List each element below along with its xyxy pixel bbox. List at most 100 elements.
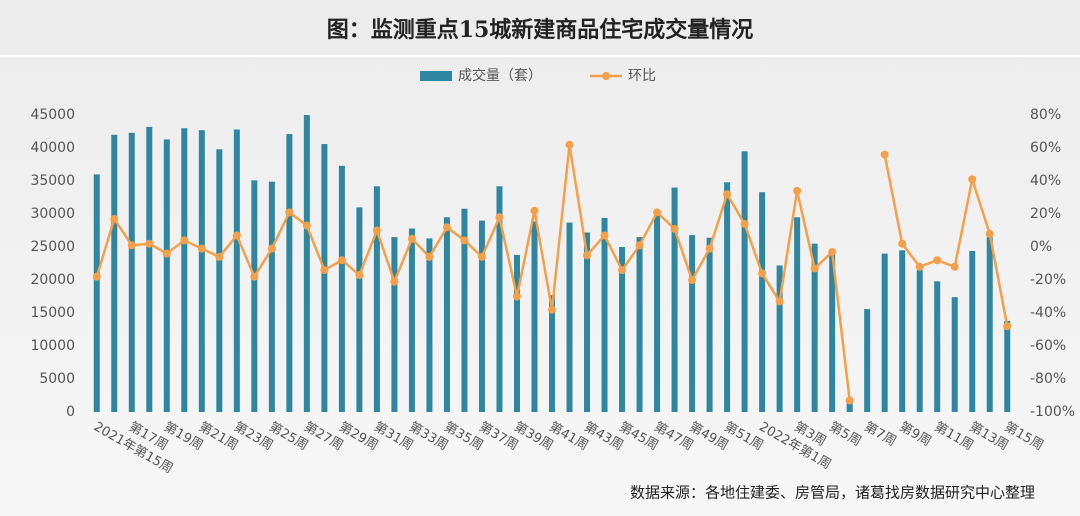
- bar: [373, 186, 380, 412]
- line-point: [968, 175, 977, 184]
- line-point: [425, 252, 434, 261]
- bar: [951, 297, 958, 412]
- y2-tick-label: -20%: [1030, 272, 1066, 288]
- bar: [846, 400, 853, 412]
- bar: [461, 208, 468, 412]
- y-tick-label: 15000: [30, 305, 75, 321]
- line: [95, 144, 1009, 401]
- line-point: [145, 239, 154, 248]
- line-point: [110, 214, 119, 223]
- line-point: [320, 266, 329, 275]
- line-point: [915, 262, 924, 271]
- chart-title: 图：监测重点15城新建商品住宅成交量情况: [327, 17, 754, 43]
- line-point: [758, 269, 767, 278]
- y2-tick-label: 80%: [1030, 107, 1061, 123]
- legend-swatch: [420, 71, 452, 81]
- line-point: [302, 221, 311, 230]
- legend-label: 环比: [628, 68, 656, 84]
- line-point: [565, 140, 574, 149]
- line-point: [1003, 322, 1012, 331]
- bar: [426, 238, 433, 412]
- bar: [601, 217, 608, 412]
- line-point: [670, 224, 679, 233]
- y2-tick-label: -40%: [1030, 305, 1066, 321]
- line-point: [793, 186, 802, 195]
- bar: [811, 243, 818, 412]
- bar: [443, 217, 450, 412]
- y-tick-label: 5000: [39, 371, 75, 387]
- line-point: [180, 236, 189, 245]
- line-point: [442, 223, 451, 232]
- bar: [864, 309, 871, 412]
- line-point: [933, 256, 942, 265]
- y2-tick-label: -60%: [1030, 338, 1066, 354]
- bar: [93, 174, 100, 412]
- bar: [181, 128, 188, 412]
- bar: [969, 250, 976, 412]
- bar: [986, 237, 993, 412]
- line-point: [495, 213, 504, 222]
- line-point: [232, 231, 241, 240]
- bar: [934, 281, 941, 412]
- line-point: [512, 292, 521, 301]
- line-point: [723, 190, 732, 199]
- y-tick-label: 0: [66, 404, 75, 420]
- line-point: [355, 271, 364, 280]
- bar: [233, 129, 240, 412]
- bar: [881, 253, 888, 412]
- bar: [163, 139, 170, 413]
- source-note: 数据来源：各地住建委、房管局，诸葛找房数据研究中心整理: [630, 484, 1035, 502]
- line-point: [337, 256, 346, 265]
- line-point: [250, 272, 259, 281]
- line-point: [162, 249, 171, 258]
- line-point: [477, 252, 486, 261]
- bar: [146, 126, 153, 412]
- line-point: [390, 277, 399, 286]
- bar: [671, 187, 678, 412]
- bar: [303, 115, 310, 412]
- bar: [286, 134, 293, 412]
- bar: [654, 214, 661, 412]
- line-point: [197, 244, 206, 253]
- bar: [724, 182, 731, 412]
- line-point: [600, 231, 609, 240]
- y-tick-label: 40000: [30, 140, 75, 156]
- bar: [829, 253, 836, 412]
- line-point: [285, 208, 294, 217]
- y2-tick-label: 40%: [1030, 173, 1061, 189]
- bar: [478, 220, 485, 412]
- line-point: [828, 247, 837, 256]
- line-point: [583, 251, 592, 260]
- y-tick-label: 25000: [30, 239, 75, 255]
- line-point: [775, 297, 784, 306]
- bar: [111, 134, 118, 413]
- line-point: [880, 150, 889, 159]
- y2-tick-label: 60%: [1030, 140, 1061, 156]
- line-point: [898, 239, 907, 248]
- line-point: [950, 262, 959, 271]
- legend-swatch: [602, 72, 610, 80]
- line-point: [740, 219, 749, 228]
- line-point: [705, 244, 714, 253]
- y-tick-label: 20000: [30, 272, 75, 288]
- line-point: [653, 208, 662, 217]
- bar: [198, 130, 205, 412]
- y2-tick-label: 20%: [1030, 206, 1061, 222]
- line-point: [618, 266, 627, 275]
- bar: [531, 221, 538, 412]
- y-tick-label: 45000: [30, 107, 75, 123]
- line-point: [688, 276, 697, 284]
- line-point: [267, 244, 276, 253]
- y-tick-label: 30000: [30, 206, 75, 222]
- bar: [619, 247, 626, 412]
- bar: [689, 235, 696, 412]
- bar: [741, 151, 748, 413]
- line-point: [127, 241, 136, 250]
- bar: [794, 217, 801, 412]
- bar: [338, 165, 345, 412]
- y2-tick-label: 0%: [1030, 239, 1052, 255]
- y-tick-label: 10000: [30, 338, 75, 354]
- bar: [566, 222, 573, 412]
- bar: [549, 295, 555, 412]
